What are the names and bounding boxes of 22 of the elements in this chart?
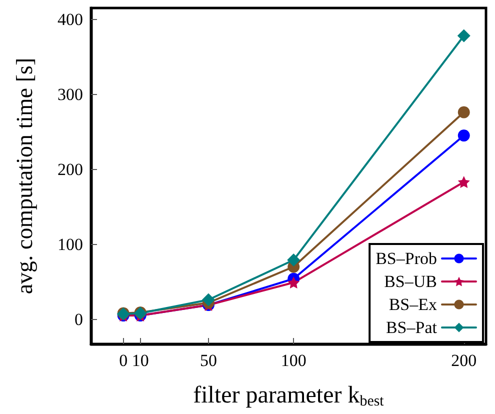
point	[458, 176, 470, 188]
x-tick-label: 0	[119, 351, 128, 370]
point	[457, 29, 470, 42]
point	[287, 254, 300, 266]
x-tick-label: 50	[200, 351, 217, 370]
y-axis-title: avg. computation time [s]	[12, 58, 37, 294]
point	[288, 276, 300, 288]
y-tick-label: 200	[58, 160, 83, 179]
x-tick-label: 10	[132, 351, 149, 370]
legend-label: BS–Ex	[388, 295, 438, 314]
legend-label: BS–UB	[384, 272, 437, 291]
legend-label: BS–Prob	[376, 249, 437, 268]
legend-label: BS–Pat	[386, 318, 438, 337]
y-tick-label: 300	[58, 84, 83, 104]
point	[458, 130, 470, 142]
y-tick-label: 400	[58, 10, 83, 29]
y-tick-label: 0	[74, 310, 83, 329]
y-tick-label: 100	[58, 234, 83, 254]
x-tick-label: 200	[451, 351, 477, 370]
x-tick-label: 100	[280, 351, 306, 370]
point	[458, 106, 470, 118]
point	[202, 293, 215, 306]
